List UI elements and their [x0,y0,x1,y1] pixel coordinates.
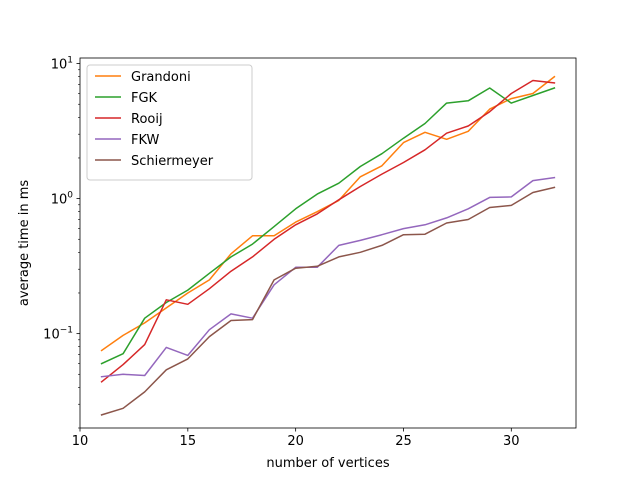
legend-label-schiermeyer: Schiermeyer [131,154,214,169]
x-axis-label: number of vertices [266,456,389,471]
y-tick-label: 101 [51,56,73,73]
axes-frame [79,57,577,429]
x-tick-label: 15 [180,434,197,449]
legend-label-fkw: FKW [131,133,160,148]
x-tick-label: 25 [395,434,412,449]
y-tick-label: 10−1 [43,326,73,343]
legend-label-fgk: FGK [131,91,158,106]
series-line-fkw [100,176,556,378]
y-tick-label: 100 [51,191,74,208]
series-line-fgk [100,87,556,365]
x-tick-label: 10 [72,434,89,449]
x-tick-label: 20 [287,434,304,449]
legend-label-grandoni: Grandoni [131,70,191,85]
series-line-rooij [100,79,556,383]
series-line-schiermeyer [100,186,556,416]
legend-box [86,64,253,181]
y-axis-label: average time in ms [17,180,32,307]
legend-label-rooij: Rooij [131,112,163,127]
x-tick-label: 30 [503,434,520,449]
